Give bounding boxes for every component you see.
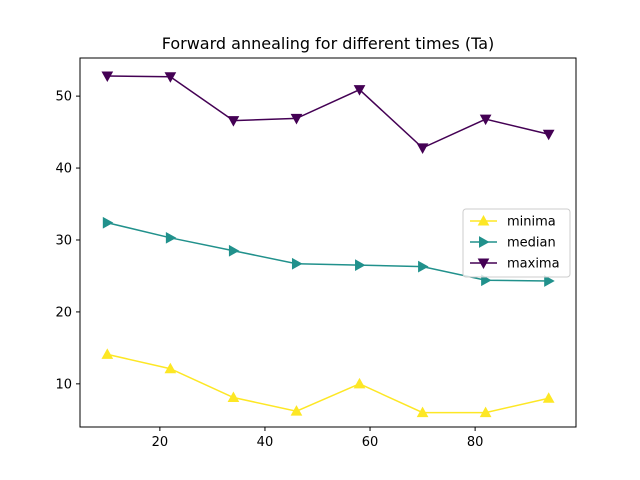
data-point [542,392,555,403]
data-point [164,362,177,374]
y-axis: 10 20 30 40 50 [55,90,80,392]
x-tick-label: 80 [467,435,484,450]
x-tick-label: 40 [257,435,274,450]
series-median [102,216,555,287]
data-point [353,85,366,96]
legend-box [462,208,571,278]
legend-marker-median [479,236,490,248]
series-minima [101,348,555,418]
x-tick-label: 20 [152,435,169,450]
data-point [290,405,303,416]
legend-marker-maxima [477,258,490,270]
y-tick-label: 10 [55,377,72,392]
data-point [418,260,429,273]
series-maxima [101,71,555,154]
x-axis: 20 40 60 80 [152,427,484,450]
data-point [479,114,492,126]
data-point [164,72,177,83]
series-line [107,75,549,149]
data-point [227,391,240,403]
x-tick-label: 60 [362,435,379,450]
data-point [479,406,492,418]
y-tick-label: 50 [55,90,72,105]
data-point [228,244,240,257]
data-point [416,406,429,418]
data-point [102,216,114,229]
data-point [481,274,492,287]
plot-frame [79,57,577,428]
series-layer [101,71,555,418]
data-point [542,129,555,141]
y-tick-label: 20 [55,305,72,320]
data-point [290,113,303,125]
series-line [107,353,549,414]
legend-label-maxima: maxima [507,257,560,272]
y-tick-label: 30 [55,233,72,248]
legend-label-minima: minima [507,215,556,230]
chart-title: Forward annealing for different times (T… [162,34,495,53]
legend-marker-minima [477,214,490,226]
legend-label-median: median [507,236,556,251]
data-point [544,275,555,287]
data-point [101,348,114,359]
data-point [416,143,429,154]
y-tick-label: 40 [55,162,72,177]
series-line [107,221,549,282]
data-point [355,259,366,272]
legend: minima median maxima [462,208,571,278]
data-point [227,116,240,127]
data-point [101,71,114,83]
data-point [291,257,303,270]
data-point [165,231,177,244]
data-point [353,377,366,389]
